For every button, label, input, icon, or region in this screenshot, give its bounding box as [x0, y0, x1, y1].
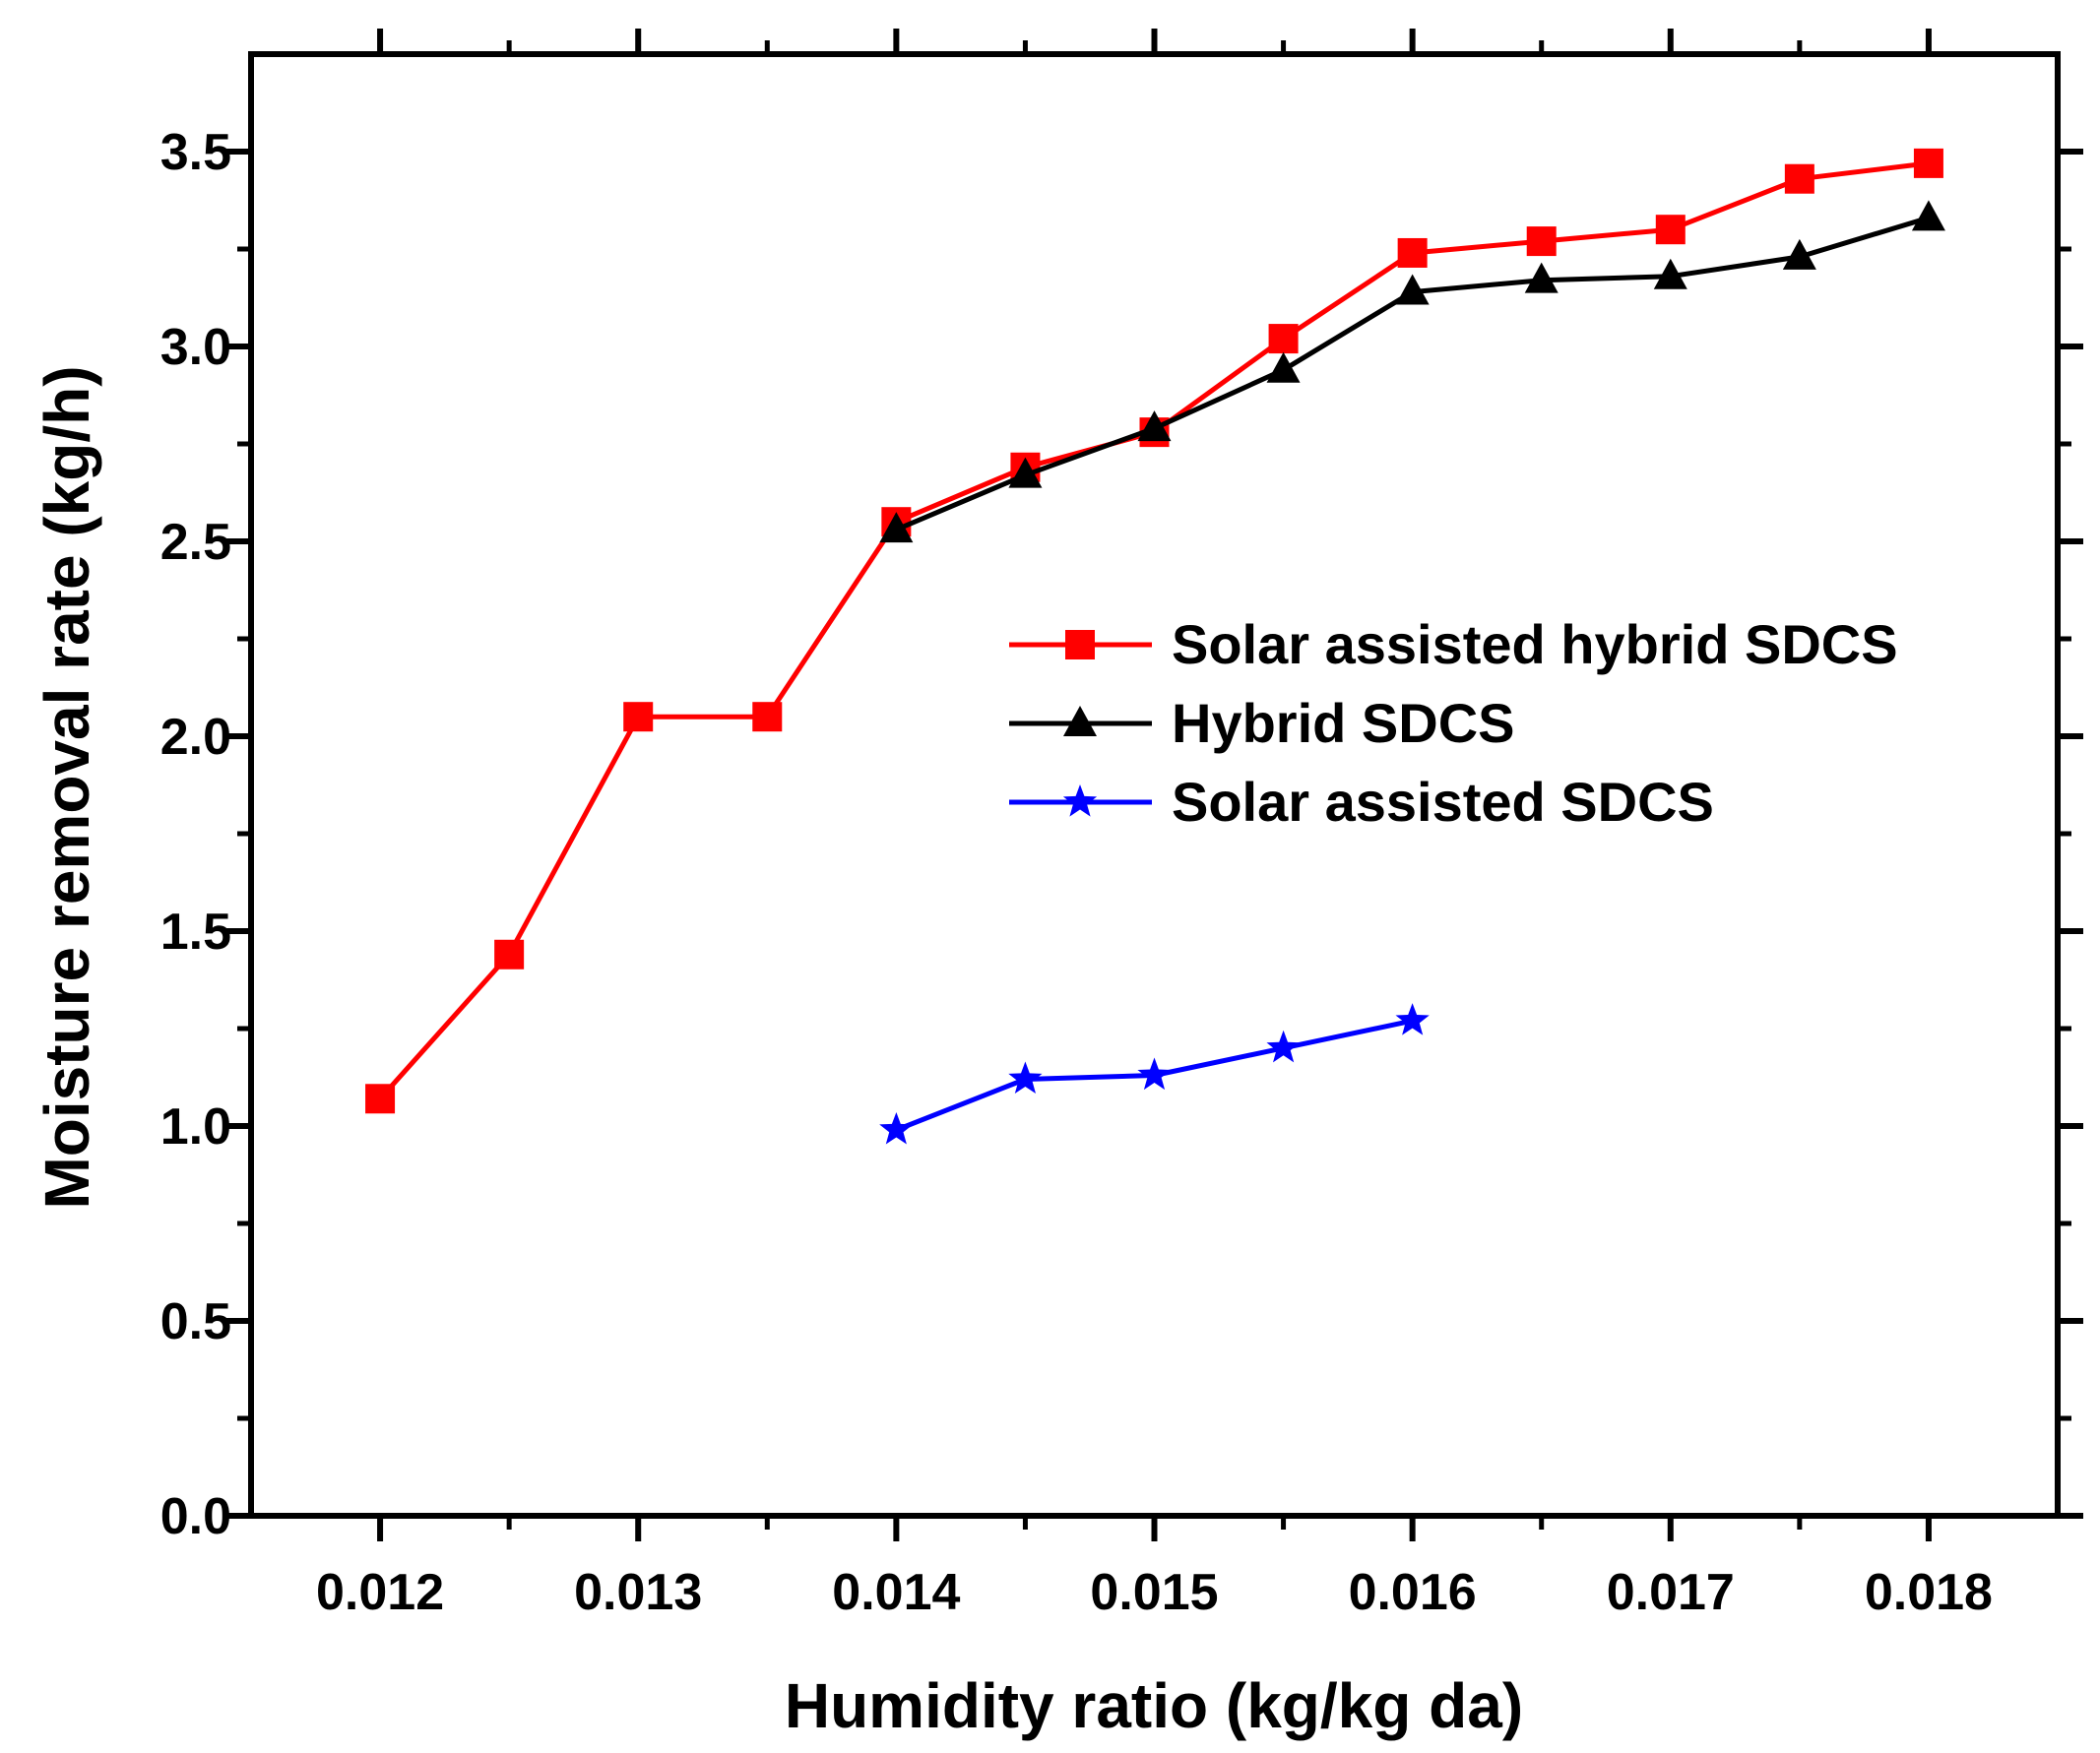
legend-marker [1063, 706, 1097, 736]
data-point [1266, 1030, 1301, 1063]
y-tick-label: 2.0 [160, 709, 231, 766]
y-axis-title: Moisture removal rate (kg/h) [32, 365, 102, 1209]
x-tick-label: 0.014 [832, 1564, 960, 1621]
data-point [1526, 226, 1557, 257]
x-tick-label: 0.015 [1090, 1564, 1218, 1621]
x-axis-ticks: 0.012 0.013 0.014 0.015 0.016 0.017 0.018 [316, 29, 1993, 1621]
data-point [879, 1112, 914, 1145]
y-tick-label: 2.5 [160, 514, 231, 571]
data-point [623, 702, 654, 732]
x-tick-label: 0.016 [1349, 1564, 1477, 1621]
data-point [1784, 163, 1814, 194]
data-point [1008, 457, 1043, 488]
data-point [1395, 274, 1430, 305]
data-point [1137, 1057, 1172, 1091]
y-tick-label: 0.0 [160, 1488, 231, 1545]
data-point [879, 512, 914, 543]
x-tick-label: 0.012 [316, 1564, 444, 1621]
data-point [1653, 258, 1687, 289]
data-point [752, 702, 783, 732]
x-tick-label: 0.018 [1865, 1564, 1993, 1621]
series-layer [365, 148, 1945, 1145]
y-tick-label: 1.0 [160, 1098, 231, 1156]
y-tick-label: 3.0 [160, 319, 231, 376]
legend-entry-2: Solar assisted SDCS [1009, 771, 1714, 833]
legend-marker [1062, 784, 1098, 817]
data-point [1911, 200, 1945, 231]
y-tick-label: 3.5 [160, 124, 231, 181]
data-point [1397, 237, 1428, 268]
legend-label: Solar assisted SDCS [1172, 771, 1714, 833]
y-tick-label: 1.5 [160, 904, 231, 961]
x-axis-title: Humidity ratio (kg/kg da) [785, 1670, 1523, 1741]
y-axis-ticks: 0.0 0.5 1.0 1.5 2.0 2.5 3.0 3.5 [160, 124, 2083, 1545]
data-point [1524, 262, 1559, 293]
data-point [1655, 215, 1686, 245]
legend-entry-1: Hybrid SDCS [1009, 692, 1515, 754]
data-point [1266, 351, 1301, 383]
data-point [1913, 148, 1943, 178]
legend-label: Hybrid SDCS [1172, 692, 1515, 754]
series-2 [879, 1003, 1430, 1145]
data-point [1395, 1003, 1430, 1035]
data-point [1268, 324, 1299, 354]
data-point [1782, 238, 1816, 270]
x-tick-label: 0.017 [1607, 1564, 1735, 1621]
legend-label: Solar assisted hybrid SDCS [1172, 613, 1898, 675]
y-tick-label: 0.5 [160, 1293, 231, 1350]
legend-marker [1065, 630, 1095, 659]
x-tick-label: 0.013 [574, 1564, 702, 1621]
data-point [1137, 410, 1172, 442]
legend: Solar assisted hybrid SDCS Hybrid SDCS Sol… [1009, 613, 1898, 833]
data-point [1008, 1061, 1043, 1094]
plot-frame [248, 51, 2061, 1519]
series-1 [879, 200, 1945, 543]
data-point [365, 1084, 396, 1114]
data-point [494, 939, 525, 970]
legend-entry-0: Solar assisted hybrid SDCS [1009, 613, 1898, 675]
